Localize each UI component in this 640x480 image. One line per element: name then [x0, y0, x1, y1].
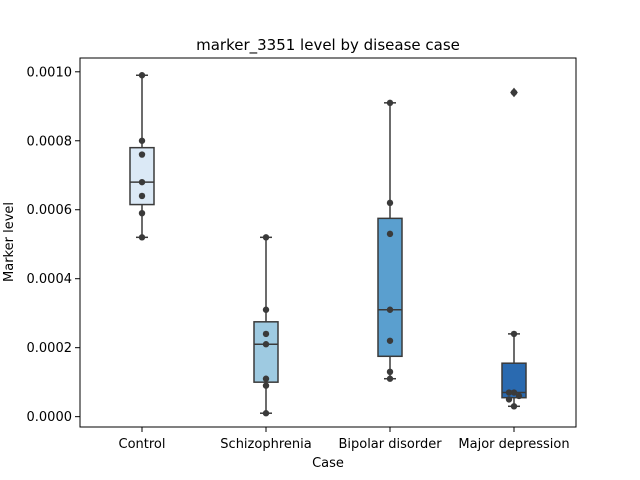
data-point: [262, 375, 270, 382]
data-point: [262, 382, 270, 389]
data-point: [138, 234, 146, 241]
x-tick-label: Control: [119, 437, 166, 452]
box-group: [377, 102, 403, 380]
x-axis: Control Schizophrenia Bipolar disorder Majo…: [119, 427, 570, 452]
data-point: [262, 341, 270, 348]
data-point: [515, 392, 523, 400]
data-point: [386, 375, 394, 382]
data-point: [262, 306, 270, 313]
y-tick-label: 0.0008: [27, 134, 73, 149]
data-point: [386, 306, 394, 313]
y-tick-label: 0.0010: [27, 65, 73, 80]
y-tick-label: 0.0004: [27, 272, 73, 287]
data-point: [505, 396, 513, 403]
data-point: [505, 389, 513, 396]
data-point: [386, 199, 394, 207]
data-point: [138, 72, 146, 79]
data-point: [386, 337, 394, 344]
chart-title: marker_3351 level by disease case: [196, 36, 460, 55]
data-point: [510, 330, 518, 338]
x-tick-label: Major depression: [458, 437, 569, 452]
data-point: [386, 230, 394, 238]
box-group: [501, 87, 527, 408]
data-point: [262, 234, 270, 241]
data-point: [262, 410, 270, 417]
data-point: [138, 137, 146, 144]
x-tick-label: Bipolar disorder: [338, 437, 442, 452]
data-point: [386, 99, 394, 107]
x-tick-label: Schizophrenia: [220, 437, 311, 452]
y-axis-label: Marker level: [2, 202, 17, 282]
y-axis: 0.0000 0.0002 0.0004 0.0006 0.0008 0.0010: [27, 65, 80, 425]
data-point: [138, 192, 146, 200]
box-group: [253, 236, 279, 414]
data-point: [138, 151, 146, 158]
data-point: [138, 209, 146, 217]
plot-area: [129, 72, 527, 417]
x-axis-label: Case: [312, 456, 344, 471]
data-point: [386, 368, 394, 376]
y-tick-label: 0.0002: [27, 341, 73, 356]
data-point: [510, 403, 518, 410]
data-point: [138, 178, 146, 186]
data-point: [510, 89, 518, 96]
data-point: [510, 389, 518, 396]
y-tick-label: 0.0006: [27, 203, 73, 218]
y-tick-label: 0.0000: [27, 410, 73, 425]
plot-frame: [79, 57, 577, 428]
box-iqr: [377, 217, 403, 358]
data-point: [262, 330, 270, 338]
